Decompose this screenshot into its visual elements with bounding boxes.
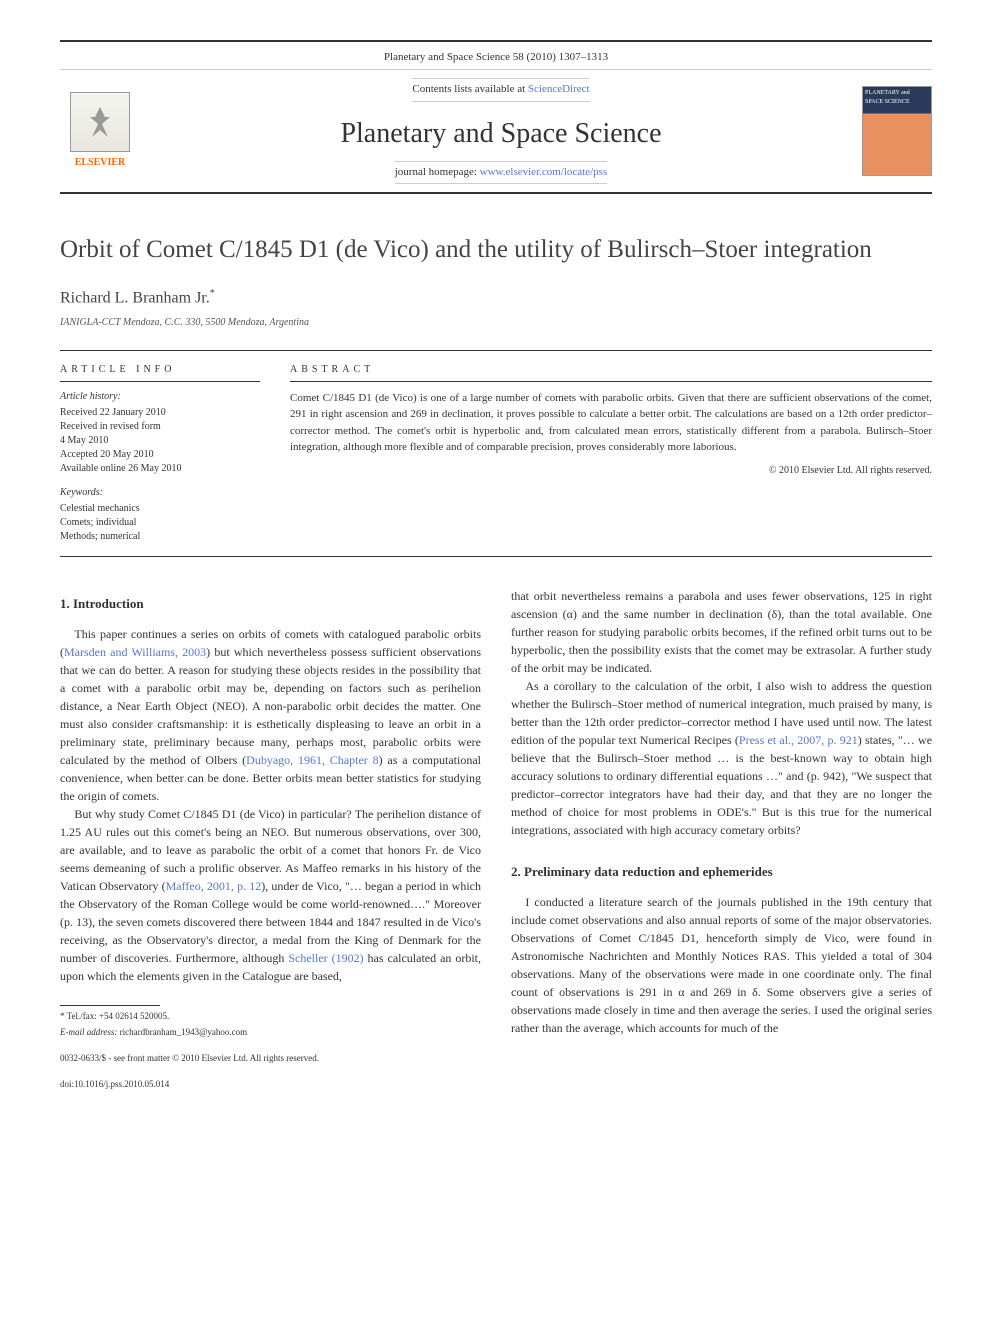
intro-para-1: This paper continues a series on orbits … (60, 625, 481, 805)
abstract-copyright: © 2010 Elsevier Ltd. All rights reserved… (290, 464, 932, 478)
homepage-prefix: journal homepage: (395, 166, 480, 178)
left-column: 1. Introduction This paper continues a s… (60, 587, 481, 1091)
history-item: Received 22 January 2010 (60, 406, 260, 420)
right-column: that orbit nevertheless remains a parabo… (511, 587, 932, 1091)
citation-bar: Planetary and Space Science 58 (2010) 13… (60, 40, 932, 70)
contents-available: Contents lists available at ScienceDirec… (412, 78, 589, 101)
body-columns: 1. Introduction This paper continues a s… (60, 587, 932, 1091)
email-label: E-mail address: (60, 1027, 117, 1037)
header-center: Contents lists available at ScienceDirec… (140, 78, 862, 184)
ref-press[interactable]: Press et al., 2007, p. 921 (739, 733, 858, 747)
keywords-label: Keywords: (60, 486, 260, 500)
cover-title: PLANETARY and SPACE SCIENCE (865, 90, 910, 104)
abstract-text: Comet C/1845 D1 (de Vico) is one of a la… (290, 390, 932, 456)
history-item: 4 May 2010 (60, 434, 260, 448)
history-item: Available online 26 May 2010 (60, 462, 260, 476)
section2-para-1: I conducted a literature search of the j… (511, 893, 932, 1037)
ref-maffeo[interactable]: Maffeo, 2001, p. 12 (166, 879, 262, 893)
footnote-email: E-mail address: richardbranham_1943@yaho… (60, 1026, 481, 1039)
col2-para-2: As a corollary to the calculation of the… (511, 677, 932, 839)
history-item: Accepted 20 May 2010 (60, 448, 260, 462)
abstract-heading: ABSTRACT (290, 363, 932, 382)
author-name: Richard L. Branham Jr.* (60, 287, 932, 310)
history-label: Article history: (60, 390, 260, 404)
publisher-logo: ELSEVIER (60, 86, 140, 176)
article-info-block: ARTICLE INFO Article history: Received 2… (60, 363, 260, 544)
journal-header: ELSEVIER Contents lists available at Sci… (60, 78, 932, 194)
footer-doi: doi:10.1016/j.pss.2010.05.014 (60, 1079, 481, 1091)
sciencedirect-link[interactable]: ScienceDirect (528, 83, 590, 95)
intro-para-2: But why study Comet C/1845 D1 (de Vico) … (60, 805, 481, 985)
journal-cover-thumbnail: PLANETARY and SPACE SCIENCE (862, 86, 932, 176)
footnote-separator (60, 1005, 160, 1006)
keyword-item: Celestial mechanics (60, 502, 260, 516)
keyword-item: Comets; individual (60, 516, 260, 530)
abstract-block: ABSTRACT Comet C/1845 D1 (de Vico) is on… (290, 363, 932, 544)
ref-scheller[interactable]: Scheller (1902) (288, 951, 363, 965)
info-abstract-row: ARTICLE INFO Article history: Received 2… (60, 350, 932, 557)
author-marker: * (210, 288, 215, 299)
col2-para-1: that orbit nevertheless remains a parabo… (511, 587, 932, 677)
footnote-contact: * Tel./fax: +54 02614 520005. (60, 1010, 481, 1023)
article-title: Orbit of Comet C/1845 D1 (de Vico) and t… (60, 234, 932, 267)
citation-text: Planetary and Space Science 58 (2010) 13… (384, 51, 608, 63)
homepage-line: journal homepage: www.elsevier.com/locat… (395, 161, 608, 184)
author-text: Richard L. Branham Jr. (60, 289, 210, 306)
email-address: richardbranham_1943@yahoo.com (120, 1027, 248, 1037)
journal-name: Planetary and Space Science (140, 114, 862, 153)
ref-dubyago[interactable]: Dubyago, 1961, Chapter 8 (246, 753, 378, 767)
homepage-link[interactable]: www.elsevier.com/locate/pss (480, 166, 608, 178)
affiliation: IANIGLA-CCT Mendoza, C.C. 330, 5500 Mend… (60, 316, 932, 330)
article-info-heading: ARTICLE INFO (60, 363, 260, 382)
section-1-heading: 1. Introduction (60, 595, 481, 613)
ref-marsden[interactable]: Marsden and Williams, 2003 (64, 645, 206, 659)
history-item: Received in revised form (60, 420, 260, 434)
footer-issn: 0032-0633/$ - see front matter © 2010 El… (60, 1053, 481, 1065)
keyword-item: Methods; numerical (60, 530, 260, 544)
contents-prefix: Contents lists available at (412, 83, 527, 95)
publisher-name: ELSEVIER (75, 156, 126, 170)
elsevier-tree-icon (70, 92, 130, 152)
section-2-heading: 2. Preliminary data reduction and epheme… (511, 863, 932, 881)
